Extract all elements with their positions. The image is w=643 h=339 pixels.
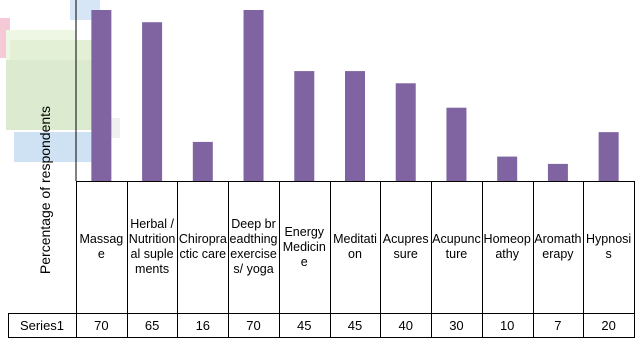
data-value-cell: 10 bbox=[499, 317, 515, 333]
data-value-cell: 20 bbox=[601, 317, 616, 333]
category-label: Energy Medicine bbox=[282, 224, 326, 269]
bar bbox=[497, 156, 518, 181]
data-value-cell: 45 bbox=[297, 317, 312, 333]
bar bbox=[598, 132, 619, 181]
bar bbox=[243, 10, 264, 181]
category-label: Deep breadthing exercises/ yoga bbox=[229, 217, 278, 276]
data-value-cell: 30 bbox=[449, 317, 464, 333]
bar bbox=[547, 163, 568, 181]
bar bbox=[294, 71, 315, 181]
bar bbox=[91, 10, 112, 181]
category-label: Hypnosis bbox=[586, 232, 632, 261]
data-value-cell: 7 bbox=[554, 317, 562, 333]
category-label: Chiropractic care bbox=[178, 232, 227, 261]
category-label: Acupressure bbox=[382, 232, 429, 261]
category-label: Acupuncture bbox=[432, 232, 481, 261]
bar bbox=[446, 107, 467, 181]
bar bbox=[395, 83, 416, 181]
bar bbox=[345, 71, 365, 181]
data-value-cell: 40 bbox=[398, 317, 413, 333]
category-label: Meditation bbox=[333, 232, 377, 261]
data-value-cell: 45 bbox=[347, 317, 363, 333]
bar bbox=[142, 22, 163, 182]
data-value-cell: 70 bbox=[246, 317, 261, 333]
data-value-cell: 65 bbox=[144, 317, 160, 333]
data-value-cell: 16 bbox=[195, 317, 211, 333]
category-label: Herbal / Nutritional suplements bbox=[128, 217, 176, 276]
category-label: Homeopathy bbox=[483, 232, 531, 261]
series-name-cell: Series1 bbox=[19, 317, 65, 333]
category-label: Aromatherapy bbox=[534, 232, 582, 261]
data-value-cell: 70 bbox=[94, 317, 109, 333]
bar bbox=[192, 141, 213, 181]
category-label: Massage bbox=[79, 232, 124, 261]
